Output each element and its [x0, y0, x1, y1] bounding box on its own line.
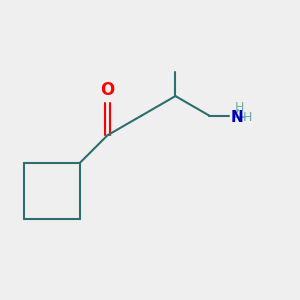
Text: H: H [243, 111, 252, 124]
Text: O: O [100, 81, 115, 99]
Text: H: H [235, 101, 244, 114]
Text: N: N [230, 110, 243, 125]
